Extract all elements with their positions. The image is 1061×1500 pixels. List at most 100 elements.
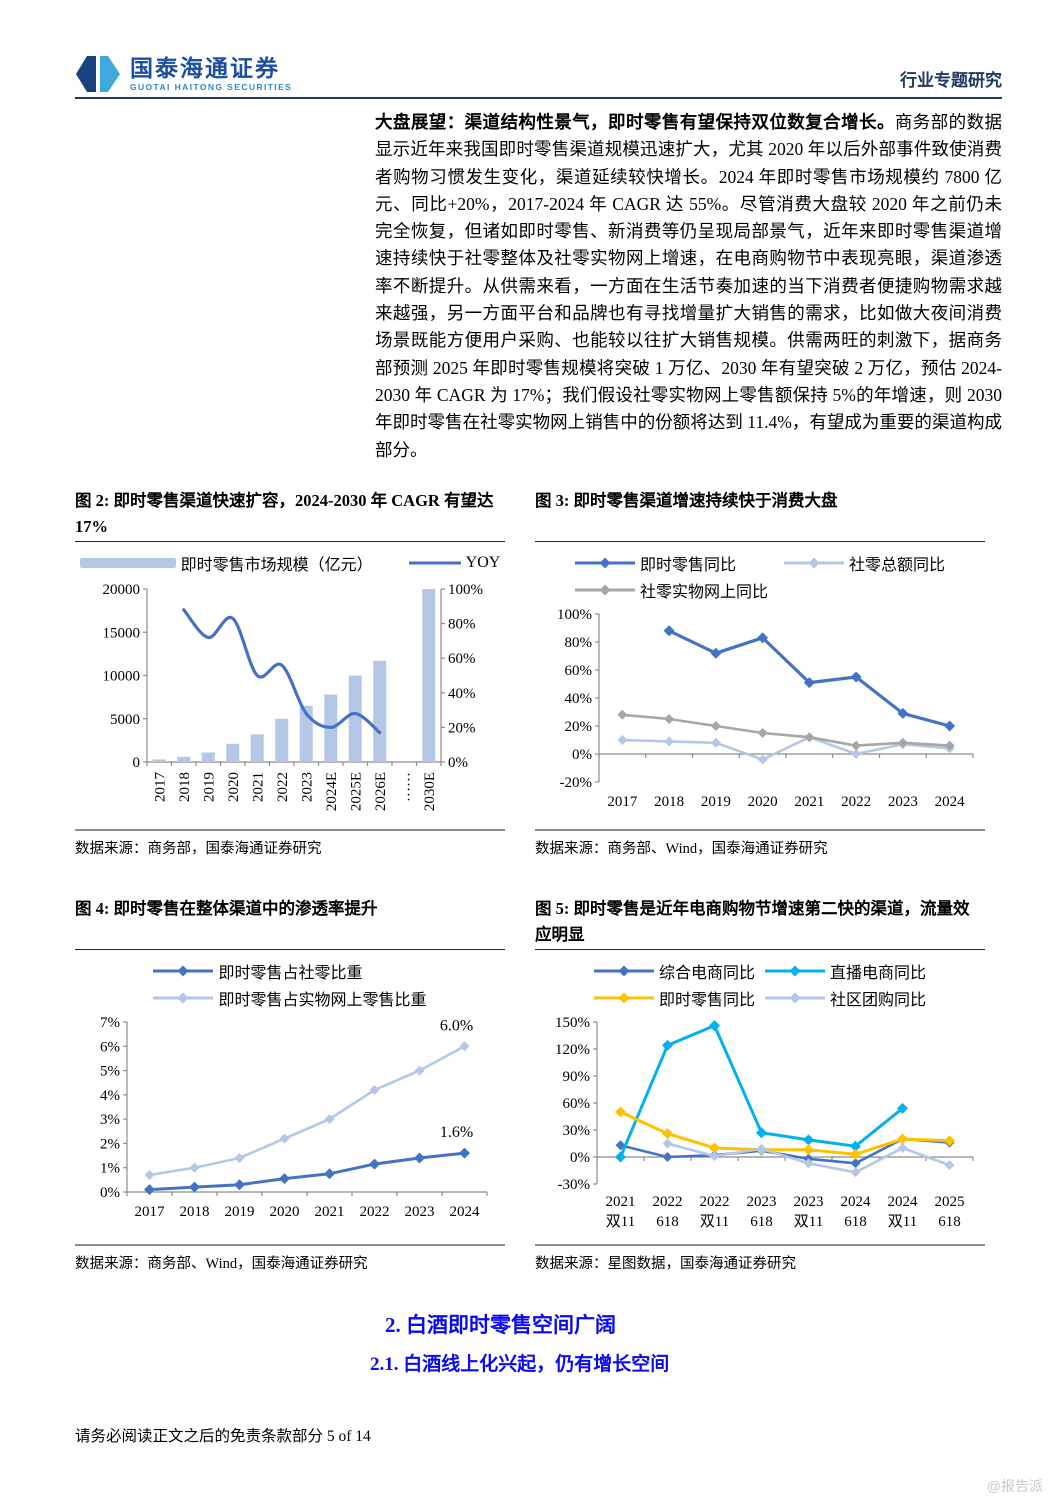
svg-text:2023: 2023 (747, 1194, 777, 1210)
logo-icon (76, 56, 120, 92)
svg-text:2023: 2023 (405, 1204, 435, 1220)
legend-label: 即时零售同比 (639, 556, 736, 574)
svg-text:80%: 80% (565, 635, 593, 651)
svg-text:120%: 120% (555, 1042, 590, 1058)
figure-5-title: 图 5: 即时零售是近年电商购物节增速第二快的渠道，流量效应明显 (535, 898, 970, 944)
legend-label: 社零总额同比 (849, 556, 946, 574)
line-swatch-icon (593, 965, 654, 977)
svg-text:60%: 60% (448, 651, 476, 667)
svg-text:100%: 100% (557, 607, 592, 623)
svg-text:双11: 双11 (888, 1213, 917, 1230)
legend-row: 即时零售市场规模（亿元） YOY (79, 551, 501, 575)
svg-text:2022: 2022 (360, 1204, 390, 1220)
footer-disclaimer: 请务必阅读正文之后的免责条款部分 5 of 14 (75, 1428, 371, 1445)
figure-5-source-rule (535, 1243, 985, 1246)
svg-text:2023: 2023 (794, 1194, 824, 1210)
svg-text:5%: 5% (100, 1063, 120, 1079)
legend-row: 即时零售占实物网上零售比重 (153, 986, 427, 1010)
figure-3: 图 3: 即时零售渠道增速持续快于消费大盘 即时零售同比 社零总额同比 社零实物网上… (535, 488, 985, 858)
svg-text:2021: 2021 (606, 1194, 636, 1210)
svg-text:7%: 7% (100, 1015, 120, 1031)
svg-text:2023: 2023 (888, 794, 918, 810)
svg-text:618: 618 (844, 1214, 867, 1230)
paragraph-body: 商务部的数据显示近年来我国即时零售渠道规模迅速扩大，尤其 2020 年以后外部事… (375, 112, 1003, 460)
legend-label: 即时零售市场规模（亿元） (180, 556, 373, 574)
legend-label: 社区团购同比 (830, 991, 927, 1009)
svg-text:100%: 100% (448, 582, 483, 598)
svg-text:5000: 5000 (110, 712, 140, 728)
legend-label: YOY (465, 553, 501, 571)
figure-4-title: 图 4: 即时零售在整体渠道中的渗透率提升 (75, 898, 378, 918)
svg-text:2021: 2021 (794, 794, 824, 810)
paragraph-lead: 大盘展望：渠道结构性景气，即时零售有望保持双位数复合增长。 (375, 112, 895, 132)
legend-item: 综合电商同比 (593, 959, 755, 983)
legend-item: 社零实物网上同比 (574, 578, 768, 602)
figure-5-title-rule (535, 948, 985, 950)
legend-row: 即时零售同比 社零总额同比 (574, 551, 945, 575)
svg-text:2019: 2019 (201, 772, 217, 802)
svg-text:……: …… (397, 772, 413, 802)
svg-text:2025: 2025 (935, 1194, 965, 1210)
report-page: 国泰海通证券 GUOTAI HAITONG SECURITIES 行业专题研究 … (75, 0, 1002, 1376)
bar-swatch-icon (79, 557, 176, 568)
legend-item: 即时零售同比 (593, 986, 755, 1010)
outlook-paragraph: 大盘展望：渠道结构性景气，即时零售有望保持双位数复合增长。商务部的数据显示近年来… (375, 109, 1002, 464)
section-headings: 2. 白酒即时零售空间广阔 2.1. 白酒线上化兴起，仍有增长空间 (75, 1309, 1002, 1376)
figure-2: 图 2: 即时零售渠道快速扩容，2024-2030 年 CAGR 有望达 17%… (75, 488, 505, 858)
svg-text:2025E: 2025E (348, 772, 364, 811)
svg-text:2021: 2021 (315, 1204, 345, 1220)
svg-text:20000: 20000 (103, 582, 141, 598)
legend: 综合电商同比 直播电商同比 即时零售同比 社区团购同比 (593, 959, 926, 1010)
svg-text:2024: 2024 (450, 1204, 481, 1220)
svg-text:2026E: 2026E (373, 772, 389, 811)
svg-text:2021: 2021 (250, 772, 266, 802)
svg-text:0%: 0% (448, 755, 468, 771)
figure-3-source: 数据来源：商务部、Wind，国泰海通证券研究 (535, 840, 828, 857)
document-type-label: 行业专题研究 (900, 71, 1002, 90)
legend-item: 即时零售占社零比重 (153, 959, 363, 983)
legend-label: 社零实物网上同比 (639, 583, 768, 601)
logo-text: 国泰海通证券 GUOTAI HAITONG SECURITIES (130, 56, 292, 91)
svg-text:2023: 2023 (299, 772, 315, 802)
figure-5-legend: 综合电商同比 直播电商同比 即时零售同比 社区团购同比 (535, 956, 985, 1014)
svg-text:2018: 2018 (177, 772, 193, 802)
line-swatch-icon (765, 965, 825, 977)
figure-2-title-rule (75, 540, 505, 542)
svg-text:2020: 2020 (748, 794, 778, 810)
legend-item: 即时零售同比 (574, 551, 736, 575)
line-swatch-icon (408, 561, 461, 565)
legend-item: 社区团购同比 (765, 986, 926, 1010)
svg-text:2030E: 2030E (422, 772, 438, 811)
line-swatch-icon (593, 992, 654, 1004)
svg-text:2017: 2017 (152, 771, 168, 802)
svg-text:30%: 30% (563, 1123, 591, 1139)
svg-text:20%: 20% (565, 719, 593, 735)
header-divider (75, 97, 1002, 99)
figure-4-chart: 0% 1% 2% 3% 4% 5% 6% 7% 2017 2018 2019 2020 2021 2022… (100, 1015, 488, 1220)
svg-text:3%: 3% (100, 1112, 120, 1128)
figure-4: 图 4: 即时零售在整体渠道中的渗透率提升 即时零售占社零比重即时零售占实物网上… (75, 896, 505, 1273)
svg-text:2022: 2022 (653, 1194, 683, 1210)
line-swatch-icon (574, 557, 635, 569)
svg-text:双11: 双11 (794, 1213, 823, 1230)
svg-text:2017: 2017 (607, 794, 638, 810)
legend: 即时零售市场规模（亿元） YOY (79, 551, 501, 575)
line-swatch-icon (153, 992, 214, 1004)
legend-item: 社零总额同比 (784, 551, 945, 575)
legend-item: 直播电商同比 (765, 959, 926, 983)
legend-row: 社零实物网上同比 (574, 578, 945, 602)
svg-text:20%: 20% (448, 720, 476, 736)
line-swatch-icon (153, 965, 214, 977)
figure-3-legend: 即时零售同比 社零总额同比社零实物网上同比 (535, 548, 985, 606)
svg-text:2024E: 2024E (324, 772, 340, 811)
svg-text:2018: 2018 (654, 794, 684, 810)
svg-text:2%: 2% (100, 1136, 120, 1152)
svg-text:2020: 2020 (226, 772, 242, 802)
svg-text:双11: 双11 (700, 1213, 729, 1230)
svg-text:2022: 2022 (841, 794, 871, 810)
page-header: 国泰海通证券 GUOTAI HAITONG SECURITIES 行业专题研究 (75, 0, 1002, 94)
figure-5: 图 5: 即时零售是近年电商购物节增速第二快的渠道，流量效应明显 综合电商同比 直… (535, 896, 985, 1273)
legend-row: 即时零售同比 社区团购同比 (593, 986, 926, 1010)
figure-4-source: 数据来源：商务部、Wind，国泰海通证券研究 (75, 1255, 368, 1272)
legend-label: 即时零售同比 (658, 991, 755, 1009)
